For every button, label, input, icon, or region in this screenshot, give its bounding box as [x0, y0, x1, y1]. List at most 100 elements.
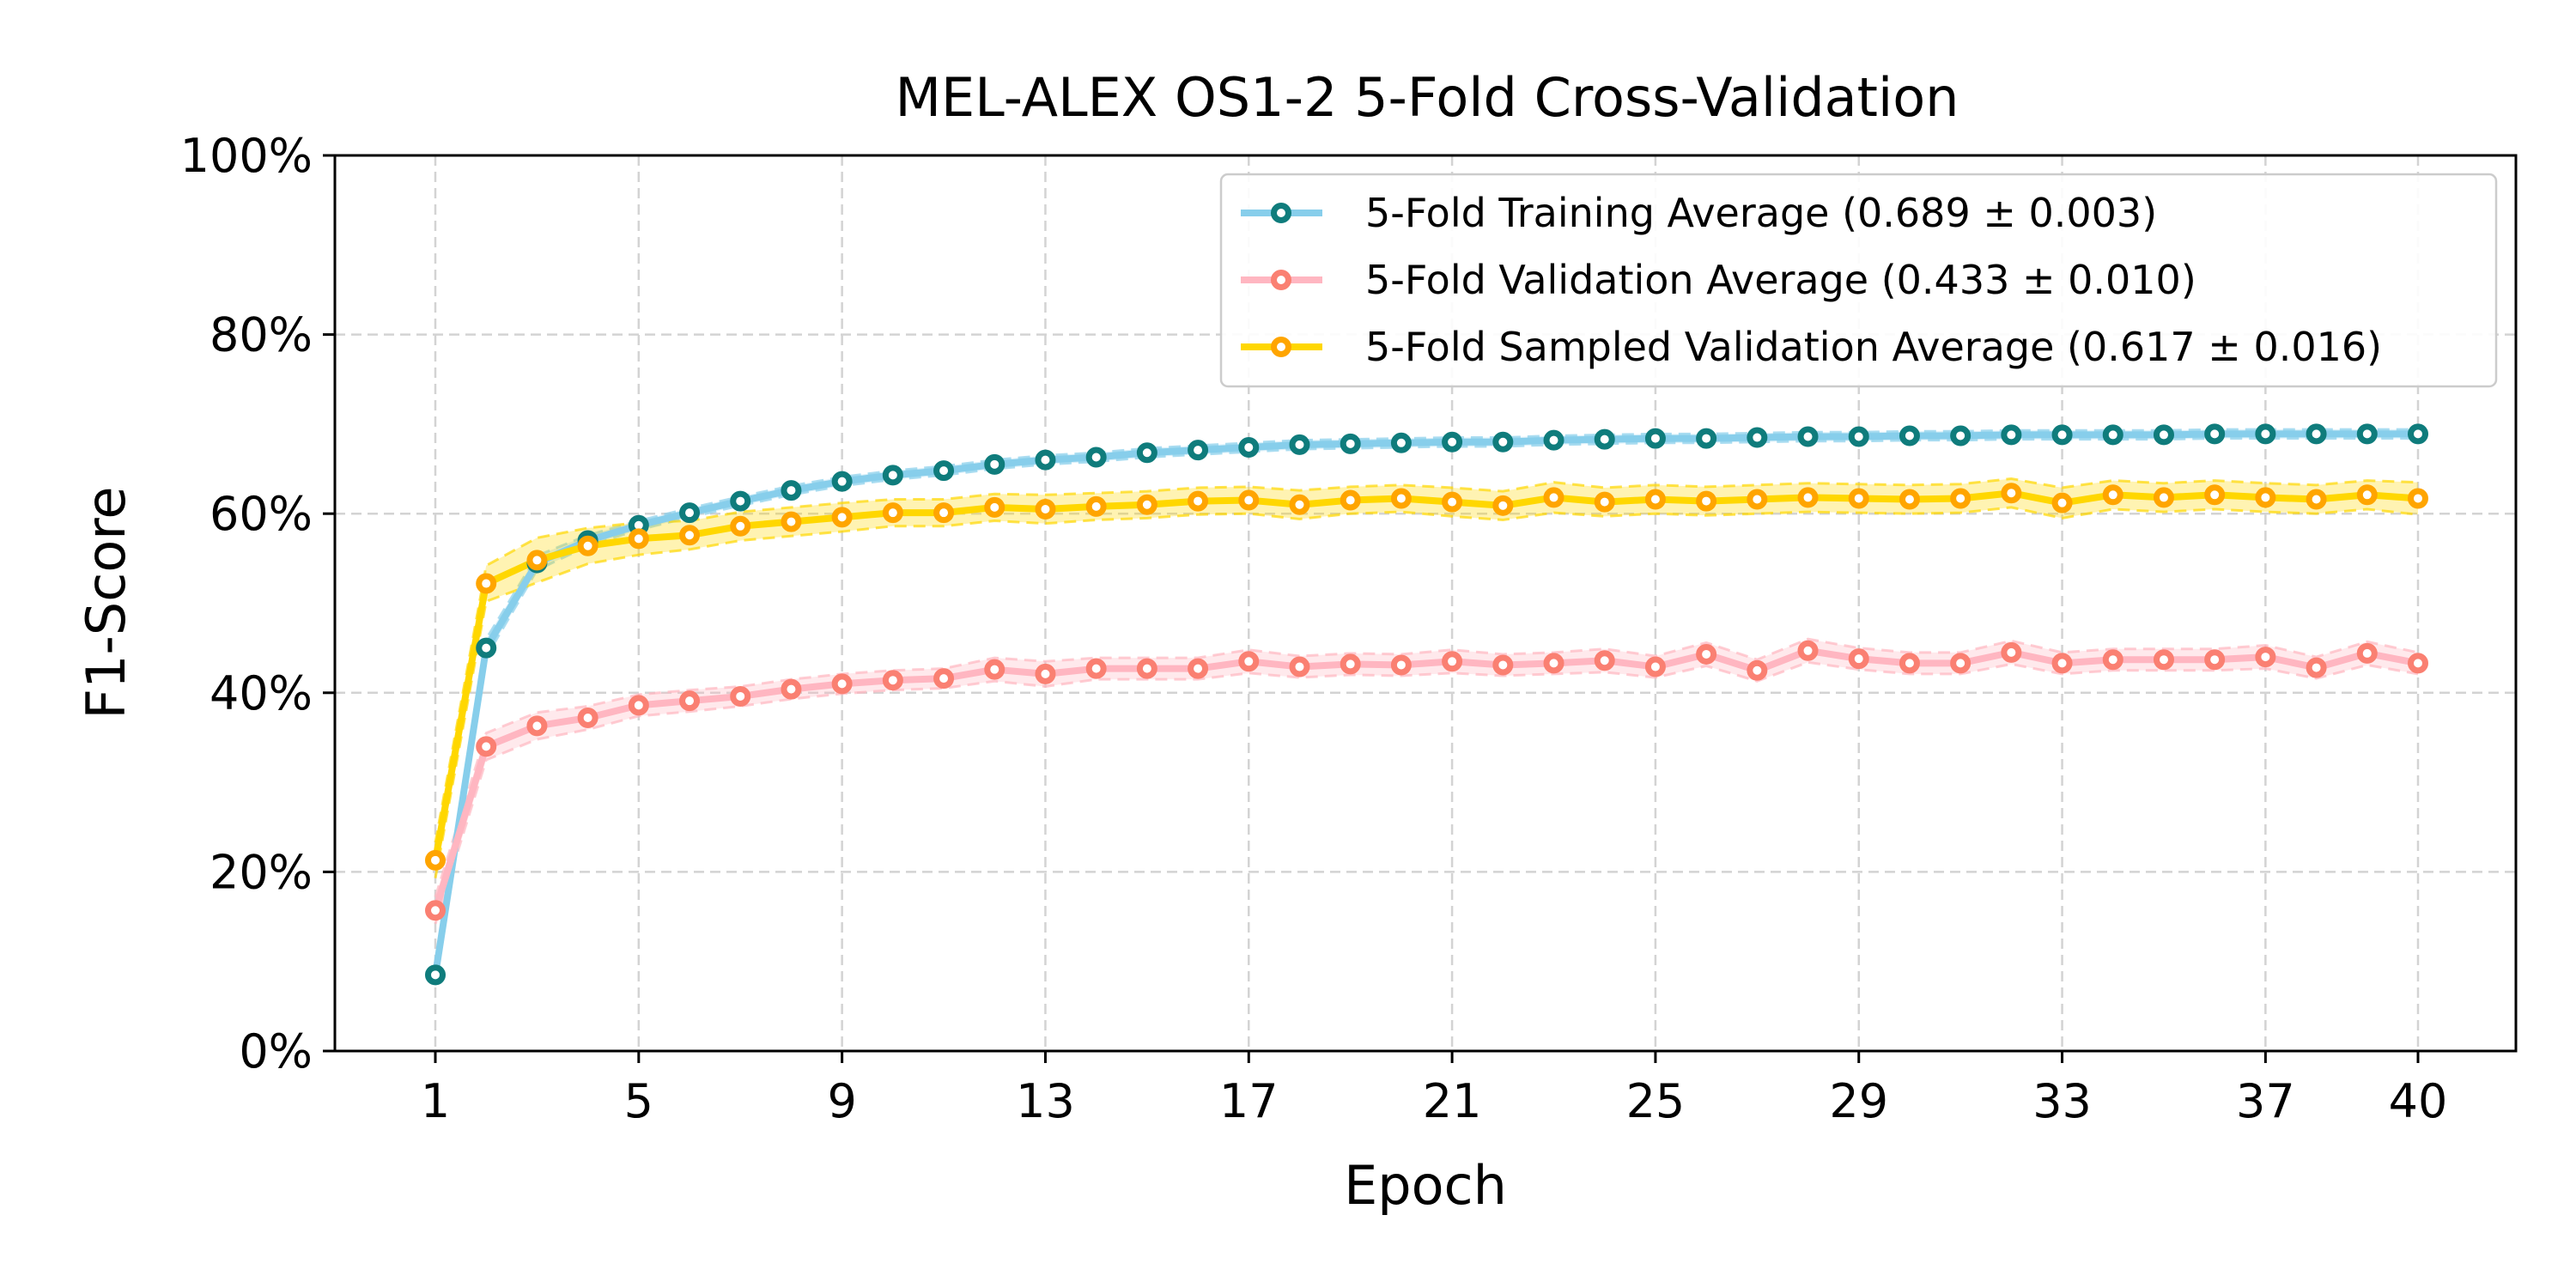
series-2-point [2102, 649, 2123, 671]
series-3-point [1035, 498, 1056, 519]
series-1-point [1899, 425, 1920, 447]
series-3-point [1188, 490, 1209, 512]
series-2-point [882, 670, 903, 691]
series-2-point [1899, 653, 1920, 674]
x-tick-label: 1 [421, 1074, 450, 1128]
series-2-point [1950, 653, 1971, 674]
series-3-point [1390, 488, 1412, 509]
series-2-point [1340, 653, 1361, 675]
series-3-point [1594, 491, 1615, 513]
series-2-point [2306, 657, 2327, 678]
series-2-point [2356, 642, 2378, 664]
series-3-point [781, 511, 802, 532]
series-1-point [1289, 434, 1310, 455]
series-2-point [1035, 663, 1056, 684]
series-1-point [1696, 428, 1717, 449]
series-3-point [2356, 484, 2378, 506]
series-2-point [984, 659, 1005, 680]
series-1-point [730, 490, 751, 512]
series-3-point [1644, 489, 1666, 510]
y-axis-ticks: 0% 20% 40% 60% 80% 100% [180, 129, 335, 1078]
series-2-point [679, 690, 701, 712]
series-3-line [432, 489, 2419, 861]
series-1-point [2255, 423, 2276, 445]
series-3-point [1136, 494, 1157, 515]
legend-marker-1 [1271, 203, 1291, 223]
series-3-point [679, 525, 701, 546]
y-axis-label: F1-Score [75, 486, 137, 719]
x-axis-label: Epoch [1344, 1154, 1507, 1217]
series-1-point [1390, 432, 1412, 453]
series-1-point [1848, 426, 1869, 447]
series-3-point [831, 507, 853, 528]
series-2-point [1797, 640, 1819, 661]
series-2-point [831, 673, 853, 695]
series-1-point [2051, 424, 2073, 446]
series-2-point [2408, 653, 2428, 674]
series-3-point [476, 573, 497, 594]
chart-title: MEL-ALEX OS1-2 5-Fold Cross-Validation [896, 66, 1959, 129]
series-2-point [2255, 647, 2276, 668]
x-tick-label: 17 [1219, 1074, 1279, 1128]
x-tick-label: 40 [2389, 1074, 2448, 1128]
series-3-point [1696, 490, 1717, 512]
series-3-point [2255, 487, 2276, 508]
series-3-point [1797, 487, 1819, 508]
series-1-point [1340, 433, 1361, 454]
series-1-band-upper [434, 428, 2418, 971]
legend-label-1: 5-Fold Training Average (0.689 ± 0.003) [1365, 190, 2157, 236]
series-1-point [476, 637, 497, 659]
series-2-point [2153, 649, 2174, 671]
series-2-point [1492, 654, 1514, 676]
series-3-point [577, 535, 598, 556]
series-1-point [1442, 431, 1463, 453]
series-3-point [1340, 489, 1361, 511]
series-3-point [1899, 489, 1920, 510]
x-tick-label: 37 [2236, 1074, 2295, 1128]
series-1-point [2408, 423, 2428, 445]
legend-box [1219, 173, 2498, 388]
series-1-point [1035, 449, 1056, 471]
series-2-point [1390, 654, 1412, 676]
series-3-point [2306, 489, 2327, 510]
series-2-point [1238, 651, 1260, 672]
y-tick-label: 100% [180, 129, 313, 183]
series-1-point [1543, 429, 1564, 451]
series-3-point [882, 502, 903, 524]
series-1-point [1797, 426, 1819, 447]
series-2-point [1188, 658, 1209, 679]
series-3-band-upper [434, 477, 2419, 843]
series-1-point [882, 465, 903, 486]
y-tick-label: 80% [210, 308, 313, 362]
series-2-point [1594, 650, 1615, 671]
series-1-point [1238, 437, 1260, 459]
series-1-point [2001, 424, 2022, 446]
series-2-point [2051, 653, 2073, 674]
x-tick-label: 13 [1016, 1074, 1075, 1128]
series-3-band-lower [434, 506, 2419, 878]
series-3-point [2204, 484, 2226, 506]
series-3-point [1442, 491, 1463, 513]
legend-marker-2 [1271, 270, 1291, 290]
series-2-band-lower [434, 660, 2419, 925]
series-3-point [1238, 489, 1260, 511]
series-2-point [1848, 648, 1869, 670]
x-tick-label: 5 [624, 1074, 653, 1128]
series-1-point [1085, 447, 1107, 468]
x-tick-label: 9 [827, 1074, 856, 1128]
series-2-point [1289, 656, 1310, 677]
series-3-point [1747, 489, 1768, 510]
series-2-point [2204, 649, 2226, 671]
series-3-point [628, 528, 649, 550]
series-3-point [2408, 488, 2428, 509]
series-3-point [425, 849, 446, 871]
series-2-point [1085, 658, 1107, 679]
series-2-point [526, 715, 548, 737]
series-1-point [781, 480, 802, 501]
series-2-point [577, 708, 598, 729]
series-3-point [1492, 495, 1514, 516]
series-1-point [831, 471, 853, 492]
series-1-point [1188, 440, 1209, 461]
series-2-band-upper [434, 637, 2419, 898]
